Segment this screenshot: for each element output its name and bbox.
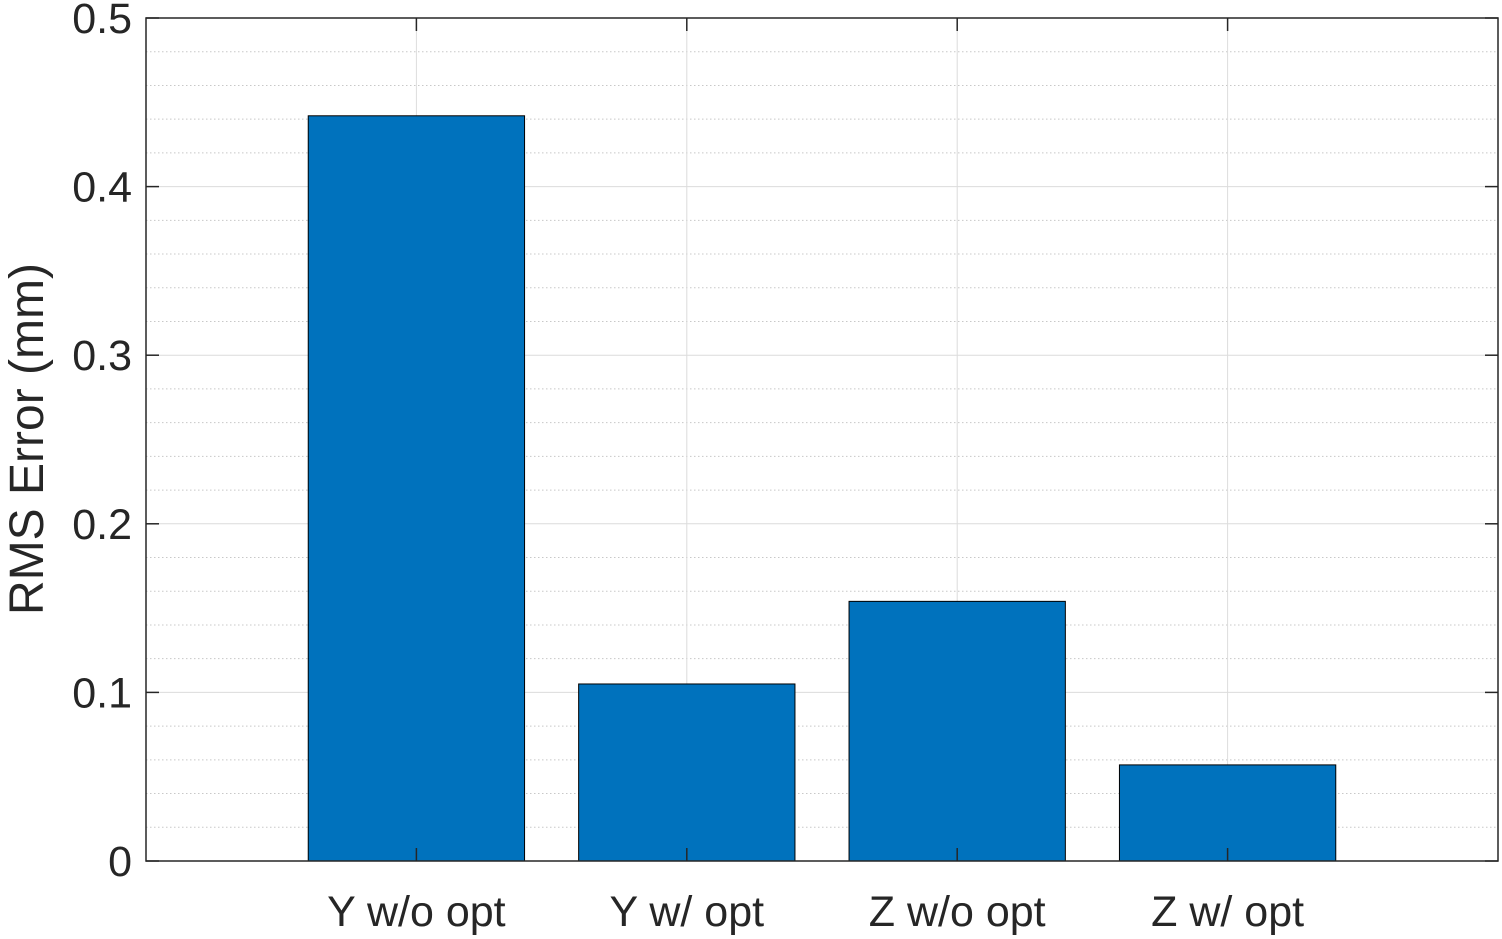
y-tick-labels: 0 0.1 0.2 0.3 0.4 0.5: [72, 0, 132, 886]
y-tick-label: 0.2: [72, 501, 132, 549]
bar: [578, 683, 796, 862]
bars: [307, 115, 1337, 862]
x-tick-label: Z w/ opt: [1151, 888, 1304, 936]
y-tick-label: 0.3: [72, 332, 132, 380]
y-tick-label: 0.5: [72, 0, 132, 43]
bar: [307, 115, 526, 862]
y-tick-label: 0.4: [72, 164, 132, 212]
plot-frame: [145, 17, 1499, 862]
x-tick-label: Y w/o opt: [327, 888, 506, 936]
y-tick-label: 0: [108, 838, 132, 886]
x-tick-label: Z w/o opt: [869, 888, 1046, 936]
y-axis-label: RMS Error (mm): [1, 263, 54, 615]
bar: [1118, 764, 1337, 862]
x-tick-labels: Y w/o opt Y w/ opt Z w/o opt Z w/ opt: [327, 888, 1304, 936]
bar: [848, 600, 1066, 862]
axis-ticks: [146, 17, 1498, 862]
y-tick-label: 0.1: [72, 669, 132, 717]
x-tick-label: Y w/ opt: [610, 888, 765, 936]
